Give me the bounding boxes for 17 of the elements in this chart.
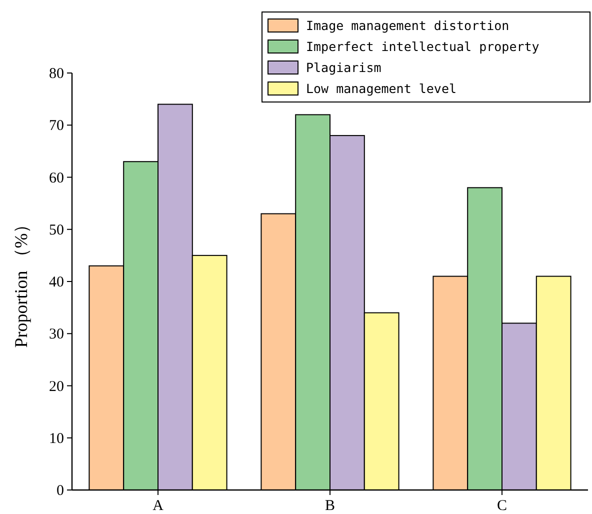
legend-label: Low management level — [306, 81, 457, 96]
y-tick-label: 20 — [49, 378, 64, 395]
legend-label: Plagiarism — [306, 60, 382, 75]
y-tick-label: 10 — [49, 430, 64, 447]
y-tick-label: 80 — [49, 66, 64, 82]
x-tick-label: C — [496, 498, 508, 514]
legend-label: Imperfect intellectual property — [306, 39, 540, 54]
legend-label: Image management distortion — [306, 18, 510, 33]
x-tick-label: A — [152, 498, 164, 514]
y-tick-label: 50 — [49, 222, 64, 238]
y-tick-label: 40 — [49, 274, 64, 290]
y-tick-label: 0 — [56, 483, 64, 499]
y-tick-label: 30 — [49, 326, 64, 343]
y-tick-label: 60 — [49, 170, 64, 186]
y-tick-label: 70 — [49, 118, 64, 134]
y-axis-title: Proportion （%） — [11, 215, 31, 348]
x-tick-label: B — [324, 498, 336, 514]
